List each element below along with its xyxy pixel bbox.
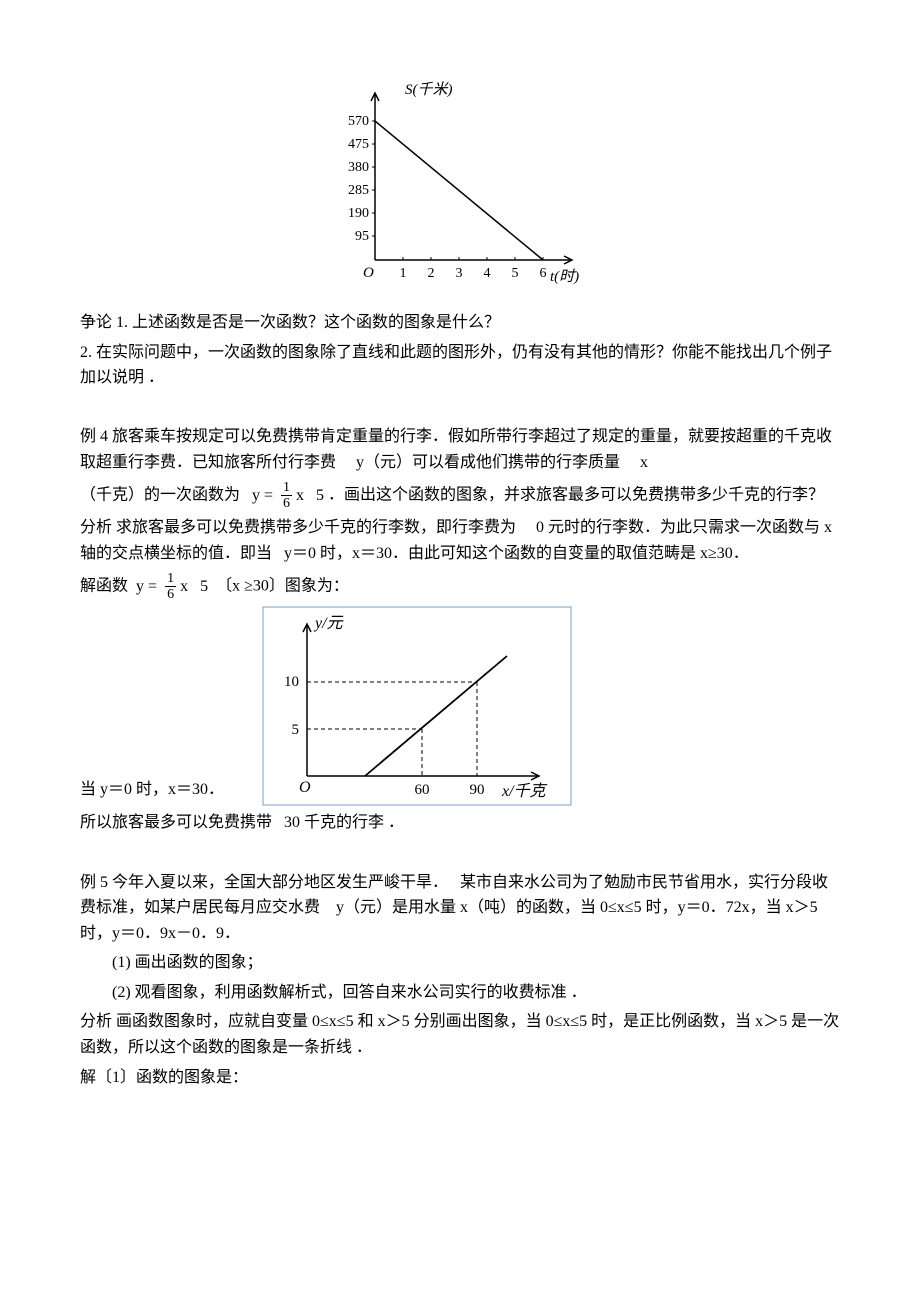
svg-text:95: 95: [355, 229, 369, 244]
example-4-text: 例 4 旅客乘车按规定可以免费携带肯定重量的行李．假如所带行李超过了规定的重量，…: [80, 424, 840, 475]
example-5-analysis: 分析 画函数图象时，应就自变量 0≤x≤5 和 x＞5 分别画出图象，当 0≤x…: [80, 1009, 840, 1060]
example-4-result-1: 当 y＝0 时，x＝30．: [80, 777, 224, 803]
svg-text:y/元: y/元: [313, 615, 345, 632]
svg-text:90: 90: [470, 782, 485, 798]
svg-text:4: 4: [484, 266, 491, 281]
chart-2-svg: 5 10 60 90 O y/元 x/千克: [262, 606, 572, 806]
svg-text:2: 2: [428, 266, 435, 281]
svg-text:570: 570: [348, 114, 369, 129]
example-5-text: 例 5 今年入夏以来，全国大部分地区发生严峻干旱． 某市自来水公司为了勉励市民节…: [80, 870, 840, 947]
chart-1: 95 190 285 380 475 570 1 2 3 4: [80, 80, 840, 290]
svg-text:60: 60: [415, 782, 430, 798]
svg-text:S(千米): S(千米): [405, 81, 453, 98]
formula-1: y = 16x 5: [252, 480, 324, 512]
svg-text:10: 10: [284, 674, 299, 690]
svg-text:x/千克: x/千克: [501, 782, 548, 800]
formula-2: y = 16x 5: [136, 571, 208, 603]
svg-text:O: O: [363, 265, 374, 281]
example-4-solve: 解函数 y = 16x 5 〔x ≥30〕图象为：: [80, 571, 840, 603]
svg-text:190: 190: [348, 206, 369, 221]
svg-text:475: 475: [348, 137, 369, 152]
chart-1-svg: 95 190 285 380 475 570 1 2 3 4: [320, 80, 600, 290]
svg-text:5: 5: [512, 266, 519, 281]
svg-text:6: 6: [540, 266, 547, 281]
svg-text:O: O: [299, 779, 311, 796]
chart-2-row: 当 y＝0 时，x＝30． 5 10 60 90: [80, 606, 840, 806]
discussion-line-1: 争论 1. 上述函数是否是一次函数？这个函数的图象是什么？: [80, 310, 840, 336]
example-4-result-2: 所以旅客最多可以免费携带 30 千克的行李 ．: [80, 810, 840, 836]
chart-2: 5 10 60 90 O y/元 x/千克: [262, 606, 572, 806]
svg-text:1: 1: [400, 266, 407, 281]
svg-text:285: 285: [348, 183, 369, 198]
svg-text:t(时): t(时): [550, 268, 579, 285]
svg-text:3: 3: [456, 266, 463, 281]
example-4-formula-line: （千克）的一次函数为 y = 16x 5 ．画出这个函数的图象，并求旅客最多可以…: [80, 480, 840, 512]
example-5-q1: (1) 画出函数的图象；: [80, 950, 840, 976]
example-5-q2: (2) 观看图象，利用函数解析式，回答自来水公司实行的收费标准 ．: [80, 980, 840, 1006]
discussion-line-2: 2. 在实际问题中，一次函数的图象除了直线和此题的图形外，仍有没有其他的情形？你…: [80, 340, 840, 391]
example-4-analysis: 分析 求旅客最多可以免费携带多少千克的行李数，即行李费为 0 元时的行李数．为此…: [80, 515, 840, 566]
example-5-solve: 解〔1〕函数的图象是：: [80, 1065, 840, 1091]
svg-text:380: 380: [348, 160, 369, 175]
svg-text:5: 5: [292, 722, 300, 738]
